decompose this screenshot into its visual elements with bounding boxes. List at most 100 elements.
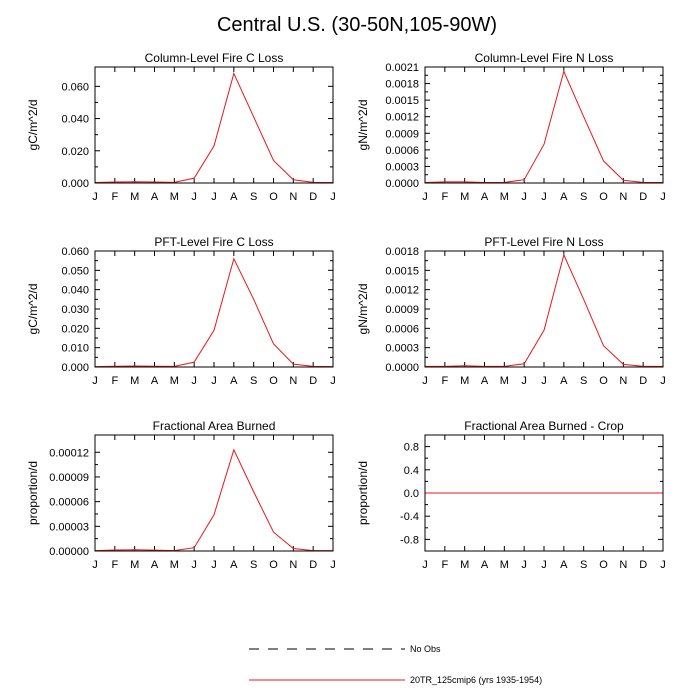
x-tick-label: S — [580, 375, 587, 387]
x-tick-label: J — [211, 559, 217, 571]
y-tick-label: 0.040 — [61, 114, 89, 126]
y-tick-label: 0.8 — [404, 442, 419, 454]
y-tick-label: 0.0009 — [385, 304, 419, 316]
x-tick-label: J — [191, 559, 197, 571]
plot-frame — [94, 250, 334, 368]
y-tick-label: 0.0006 — [385, 145, 419, 157]
y-axis-label: proportion/d — [26, 461, 40, 525]
y-tick-label: 0.00006 — [49, 497, 89, 509]
y-tick-label: 0.00000 — [49, 546, 89, 558]
x-tick-label: J — [541, 559, 547, 571]
x-tick-label: D — [309, 559, 317, 571]
x-tick-label: M — [460, 559, 469, 571]
plot-frame — [424, 250, 664, 368]
x-tick-label: J — [92, 375, 98, 387]
x-tick-label: J — [521, 559, 527, 571]
series-line — [425, 253, 663, 367]
x-tick-label: N — [619, 559, 627, 571]
y-tick-label: 0.0018 — [385, 246, 419, 258]
y-tick-label: 0.0000 — [385, 362, 419, 374]
x-tick-label: M — [170, 375, 179, 387]
y-tick-label: 0.0021 — [385, 62, 419, 74]
y-tick-label: 0.060 — [61, 246, 89, 258]
panel-title: PFT-Level Fire C Loss — [154, 235, 273, 249]
y-tick-label: 0.010 — [61, 343, 89, 355]
x-tick-label: N — [619, 375, 627, 387]
x-tick-label: A — [151, 559, 159, 571]
y-tick-label: 0.0000 — [385, 178, 419, 190]
series-line — [94, 257, 334, 368]
x-tick-label: J — [660, 559, 666, 571]
x-tick-label: J — [211, 191, 217, 203]
y-tick-label: 0.0 — [404, 488, 419, 500]
y-tick-label: 0.0015 — [385, 95, 419, 107]
x-tick-label: O — [599, 191, 608, 203]
x-tick-label: F — [441, 559, 448, 571]
y-tick-label: -0.8 — [400, 534, 419, 546]
x-tick-label: M — [500, 559, 509, 571]
x-tick-label: J — [541, 191, 547, 203]
y-tick-label: 0.0003 — [385, 343, 419, 355]
x-tick-label: M — [170, 559, 179, 571]
y-tick-label: 0.030 — [61, 304, 89, 316]
x-tick-label: S — [250, 191, 257, 203]
x-tick-label: J — [660, 375, 666, 387]
x-tick-label: A — [560, 559, 568, 571]
plot-frame — [424, 66, 664, 184]
x-tick-label: M — [130, 375, 139, 387]
x-tick-label: J — [92, 559, 98, 571]
y-tick-label: 0.060 — [61, 81, 89, 93]
x-tick-label: O — [269, 559, 278, 571]
x-tick-label: M — [170, 191, 179, 203]
y-tick-label: 0.050 — [61, 265, 89, 277]
y-tick-label: 0.0006 — [385, 323, 419, 335]
plot-frame — [424, 434, 664, 552]
x-tick-label: F — [441, 191, 448, 203]
y-tick-label: 0.000 — [61, 178, 89, 190]
x-tick-label: N — [289, 191, 297, 203]
x-tick-label: J — [521, 191, 527, 203]
x-tick-label: J — [330, 375, 336, 387]
y-tick-label: 0.00003 — [49, 521, 89, 533]
x-tick-label: O — [269, 375, 278, 387]
y-tick-label: 0.0009 — [385, 128, 419, 140]
x-tick-label: M — [460, 191, 469, 203]
x-tick-label: S — [250, 375, 257, 387]
y-axis-label: gN/m^2/d — [356, 284, 370, 335]
x-tick-label: O — [599, 375, 608, 387]
x-tick-label: J — [191, 375, 197, 387]
x-tick-label: A — [560, 375, 568, 387]
x-tick-label: S — [580, 191, 587, 203]
series-line — [424, 69, 663, 183]
legend-label: No Obs — [410, 644, 441, 654]
x-tick-label: A — [560, 191, 568, 203]
x-tick-label: N — [289, 559, 297, 571]
y-tick-label: 0.040 — [61, 285, 89, 297]
x-tick-label: M — [500, 191, 509, 203]
x-tick-label: J — [191, 191, 197, 203]
x-tick-label: J — [211, 375, 217, 387]
x-tick-label: J — [422, 375, 428, 387]
x-tick-label: M — [130, 559, 139, 571]
x-tick-label: F — [111, 559, 118, 571]
x-tick-label: F — [111, 191, 118, 203]
x-tick-label: D — [309, 375, 317, 387]
x-tick-label: N — [289, 375, 297, 387]
y-tick-label: 0.000 — [61, 362, 89, 374]
y-axis-label: proportion/d — [356, 461, 370, 525]
x-tick-label: O — [599, 559, 608, 571]
x-tick-label: M — [500, 375, 509, 387]
x-tick-label: J — [422, 559, 428, 571]
plot-frame — [94, 66, 334, 184]
x-tick-label: S — [580, 559, 587, 571]
x-tick-label: J — [92, 191, 98, 203]
y-tick-label: 0.0003 — [385, 161, 419, 173]
x-tick-label: D — [639, 559, 647, 571]
x-tick-label: F — [111, 375, 118, 387]
y-tick-label: 0.0018 — [385, 79, 419, 91]
x-tick-label: J — [422, 191, 428, 203]
